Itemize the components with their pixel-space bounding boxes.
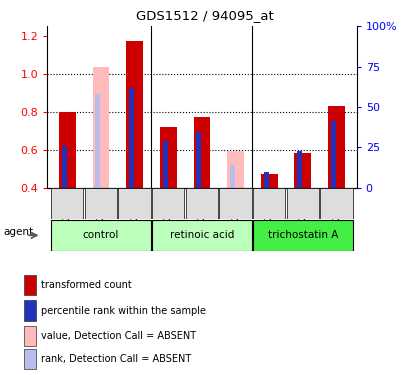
Text: percentile rank within the sample: percentile rank within the sample — [41, 306, 206, 315]
Bar — [193, 117, 210, 188]
Bar — [51, 188, 83, 219]
Bar — [152, 220, 251, 251]
Text: agent: agent — [4, 227, 34, 237]
Bar — [24, 275, 36, 296]
Bar — [330, 121, 335, 188]
Bar — [160, 127, 176, 188]
Bar — [59, 112, 76, 188]
Bar — [229, 165, 234, 188]
Bar — [252, 220, 352, 251]
Bar — [162, 141, 167, 188]
Text: value, Detection Call = ABSENT: value, Detection Call = ABSENT — [41, 331, 196, 341]
Bar — [327, 106, 344, 188]
Bar — [118, 188, 151, 219]
Bar — [95, 94, 100, 188]
Bar — [51, 220, 151, 251]
Bar — [252, 188, 285, 219]
Bar — [219, 188, 251, 219]
Bar — [286, 188, 318, 219]
Bar — [196, 132, 201, 188]
Bar — [227, 151, 243, 188]
Text: trichostatin A: trichostatin A — [267, 230, 337, 240]
Text: retinoic acid: retinoic acid — [169, 230, 234, 240]
Bar — [24, 349, 36, 369]
Bar — [263, 172, 268, 188]
Bar — [297, 152, 301, 188]
Bar — [294, 153, 310, 188]
Bar — [24, 326, 36, 346]
Bar — [152, 188, 184, 219]
Bar — [62, 146, 67, 188]
Bar — [319, 188, 352, 219]
Bar — [92, 67, 109, 188]
Text: control: control — [83, 230, 119, 240]
Bar — [129, 88, 134, 188]
Bar — [260, 174, 277, 188]
Text: rank, Detection Call = ABSENT: rank, Detection Call = ABSENT — [41, 354, 191, 364]
Text: GDS1512 / 94095_at: GDS1512 / 94095_at — [136, 9, 273, 22]
Text: transformed count: transformed count — [41, 280, 132, 290]
Bar — [185, 188, 218, 219]
Bar — [85, 188, 117, 219]
Bar — [126, 41, 143, 188]
Bar — [24, 300, 36, 321]
